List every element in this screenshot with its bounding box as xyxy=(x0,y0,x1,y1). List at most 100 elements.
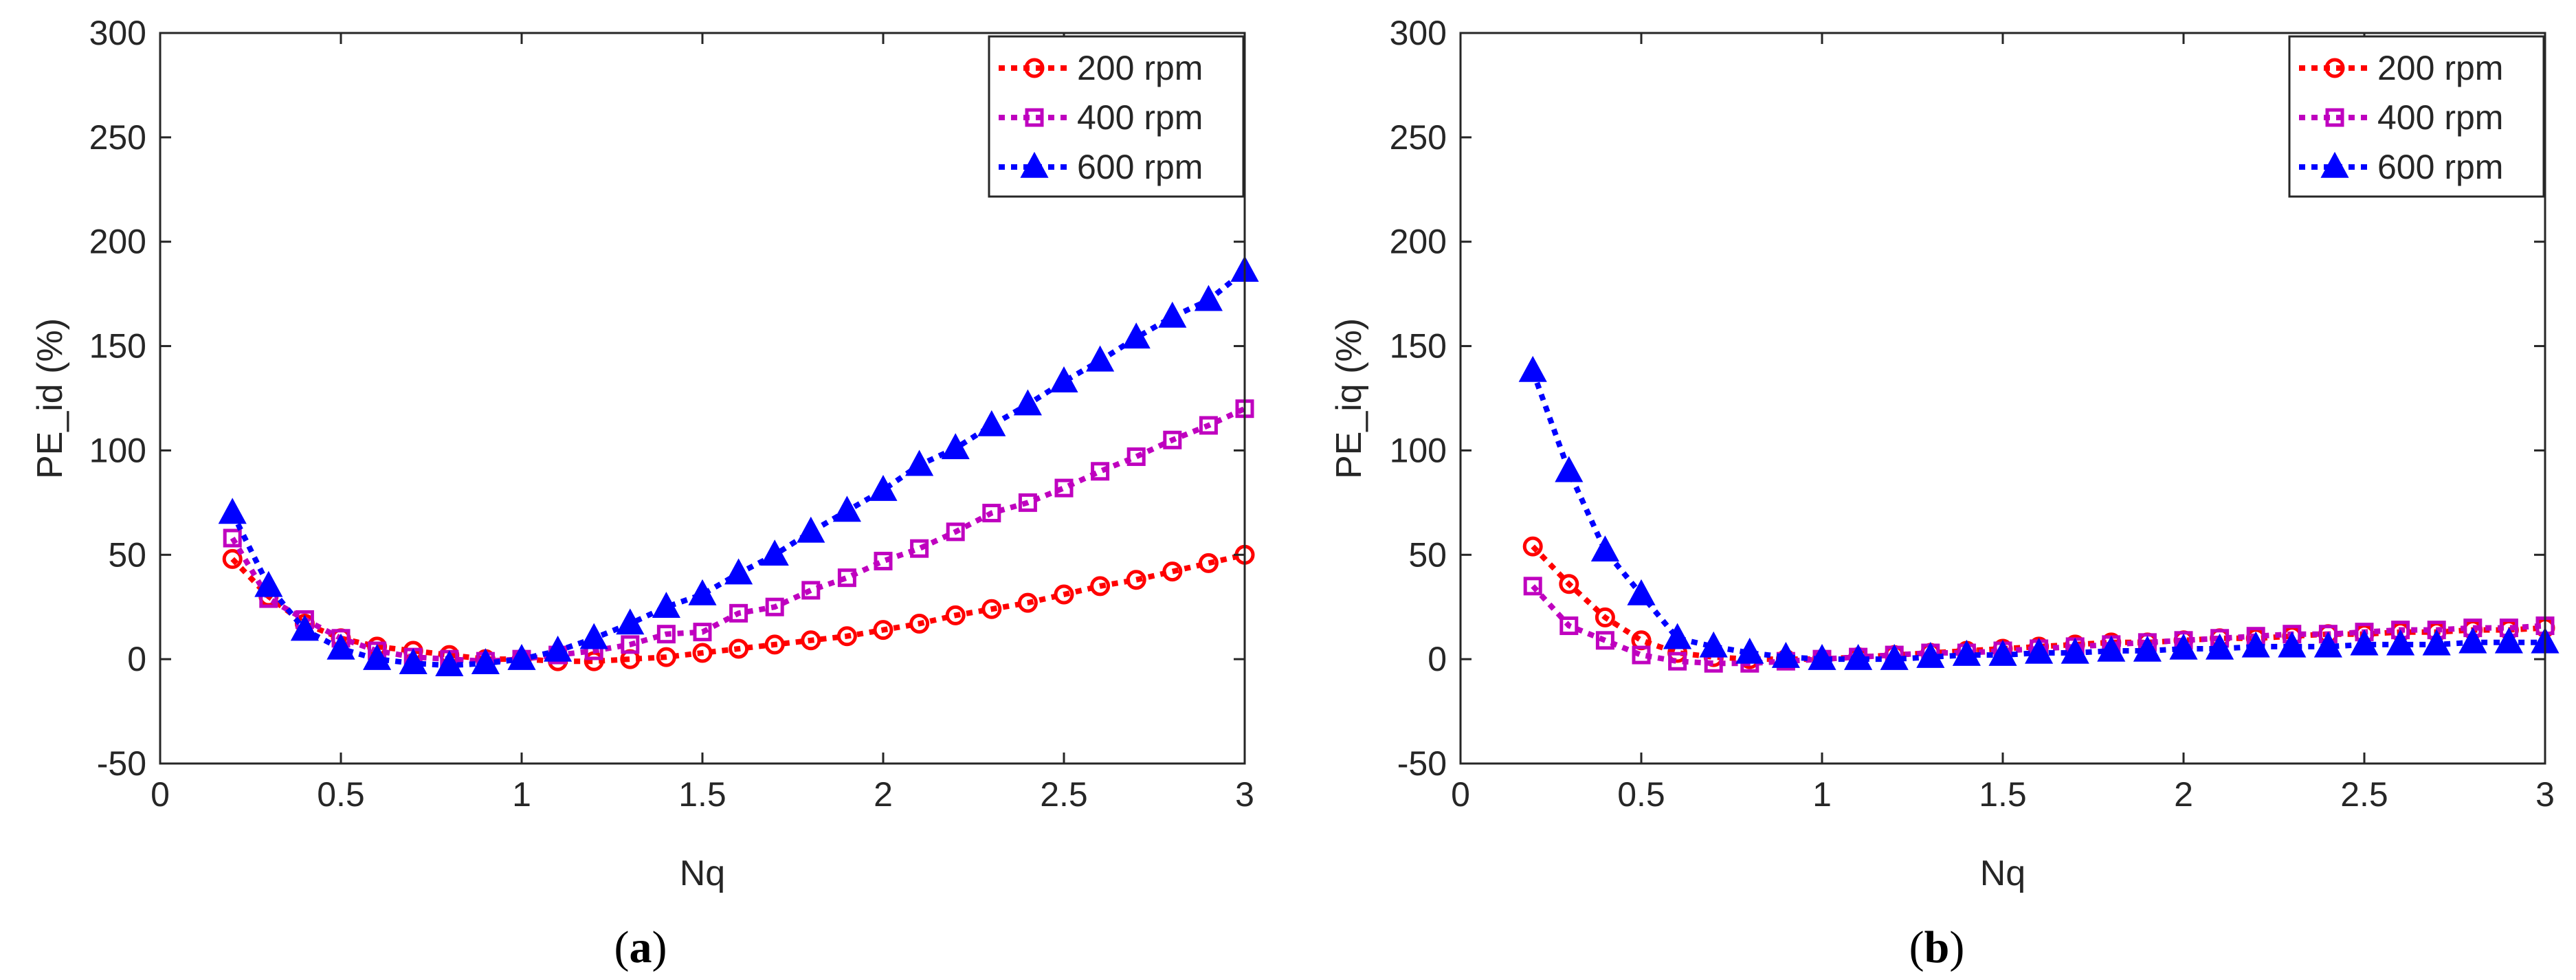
data-point xyxy=(1668,652,1687,671)
data-point xyxy=(544,635,573,662)
data-point xyxy=(290,614,319,641)
data-point xyxy=(2241,631,2270,658)
data-point xyxy=(797,516,825,543)
data-point xyxy=(656,625,676,644)
data-point xyxy=(1126,570,1146,590)
data-point xyxy=(1091,462,1110,481)
legend-item: 600 rpm xyxy=(999,148,1203,186)
data-point xyxy=(2061,637,2089,664)
legend-item: 400 rpm xyxy=(2299,98,2503,137)
legend-marker xyxy=(1025,108,1044,127)
legend-label: 200 rpm xyxy=(2377,49,2503,87)
data-point xyxy=(254,570,283,597)
data-point xyxy=(326,633,355,660)
data-point xyxy=(1595,607,1615,627)
x-tick-label: 1 xyxy=(1812,775,1832,814)
legend-label: 600 rpm xyxy=(2377,148,2503,186)
data-point xyxy=(729,603,748,623)
panel-b-y-axis-title: PE_iq (%) xyxy=(1329,318,1369,479)
panel-a-series-layer xyxy=(218,256,1259,677)
data-point xyxy=(909,614,930,634)
data-point xyxy=(981,599,1002,619)
data-point xyxy=(905,449,934,476)
data-point xyxy=(692,643,713,663)
x-tick-label: 2 xyxy=(874,775,893,814)
y-tick-label: 50 xyxy=(108,535,146,574)
y-tick-label: 250 xyxy=(89,118,146,157)
series-line xyxy=(230,406,1246,665)
data-point xyxy=(621,635,640,654)
data-point xyxy=(1952,639,1981,666)
data-point xyxy=(1522,536,1543,557)
x-tick-label: 3 xyxy=(1235,775,1254,814)
data-point xyxy=(656,647,676,667)
legend-label: 200 rpm xyxy=(1077,49,1203,87)
x-tick-label: 2 xyxy=(2174,775,2193,814)
data-point xyxy=(946,522,965,542)
data-point xyxy=(1627,579,1656,605)
data-point xyxy=(1194,285,1223,311)
data-point xyxy=(2350,629,2379,656)
data-point xyxy=(801,581,821,600)
data-point xyxy=(2422,629,2451,656)
data-point xyxy=(1595,631,1614,650)
data-point xyxy=(1013,389,1042,416)
data-point xyxy=(1559,574,1579,594)
panel-a-x-axis-title: Nq xyxy=(680,854,725,893)
data-point xyxy=(765,597,784,616)
data-point xyxy=(435,650,464,677)
data-point xyxy=(1559,616,1579,636)
data-point xyxy=(399,648,428,674)
data-point xyxy=(2386,629,2415,656)
data-point xyxy=(760,539,789,566)
x-tick-label: 0.5 xyxy=(317,775,365,814)
data-point xyxy=(2206,633,2234,660)
data-point xyxy=(1018,493,1037,512)
data-point xyxy=(1735,637,1764,664)
data-point xyxy=(869,474,898,501)
panel-a-label-letter: a xyxy=(630,922,652,972)
data-point xyxy=(1808,643,1836,670)
data-point xyxy=(1632,645,1651,665)
legend-item: 200 rpm xyxy=(2299,49,2503,87)
y-tick-label: 200 xyxy=(89,223,146,261)
x-tick-label: 3 xyxy=(2535,775,2555,814)
data-point xyxy=(652,592,680,618)
legend-item: 400 rpm xyxy=(999,98,1203,137)
data-point xyxy=(1126,447,1146,467)
y-tick-label: -50 xyxy=(97,744,146,783)
legend-label: 400 rpm xyxy=(1077,98,1203,137)
x-tick-label: 0 xyxy=(1451,775,1470,814)
x-tick-label: 2.5 xyxy=(2340,775,2388,814)
data-point xyxy=(1122,322,1151,349)
data-point xyxy=(222,548,243,569)
data-point xyxy=(982,504,1001,523)
data-point xyxy=(941,433,970,460)
panel-a-plot-frame xyxy=(159,32,1246,765)
y-tick-label: 0 xyxy=(1428,640,1447,678)
data-point xyxy=(2313,631,2342,658)
data-point xyxy=(1988,639,2017,666)
legend-marker xyxy=(2325,108,2344,127)
data-point xyxy=(801,630,821,651)
panel-a-label: (a) xyxy=(614,922,667,972)
data-point xyxy=(579,623,608,649)
data-point xyxy=(873,620,893,641)
data-point xyxy=(1158,301,1187,328)
data-point xyxy=(1090,576,1111,597)
legend-label: 400 rpm xyxy=(2377,98,2503,137)
data-point xyxy=(1590,535,1619,561)
legend-marker xyxy=(1020,151,1049,178)
panel-b-label-letter: b xyxy=(1924,922,1950,972)
data-point xyxy=(837,568,856,588)
data-point xyxy=(1162,561,1183,582)
data-point xyxy=(1050,366,1078,392)
data-point xyxy=(693,623,712,642)
data-point xyxy=(1199,416,1218,435)
y-tick-label: 150 xyxy=(1390,327,1447,366)
data-point xyxy=(1198,553,1219,573)
data-point xyxy=(1054,584,1074,605)
